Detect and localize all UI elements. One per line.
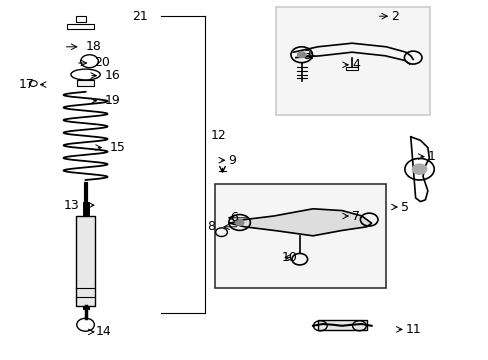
Text: 15: 15	[110, 141, 125, 154]
Text: 11: 11	[405, 323, 421, 336]
Text: 13: 13	[63, 199, 79, 212]
Text: 5: 5	[400, 201, 408, 213]
Text: 16: 16	[105, 69, 121, 82]
Text: 10: 10	[281, 251, 296, 264]
Text: 1: 1	[427, 150, 435, 163]
Text: 3: 3	[303, 49, 310, 62]
Text: 20: 20	[94, 56, 110, 69]
Text: 6: 6	[229, 211, 237, 224]
Circle shape	[296, 51, 306, 58]
Text: 19: 19	[105, 94, 121, 107]
Text: 17: 17	[19, 78, 34, 91]
Polygon shape	[229, 209, 371, 236]
Bar	[77, 80, 94, 86]
Circle shape	[411, 163, 427, 175]
Text: 4: 4	[351, 58, 359, 71]
Text: 2: 2	[390, 10, 398, 23]
Text: 21: 21	[132, 10, 147, 23]
Text: 14: 14	[95, 325, 111, 338]
Circle shape	[234, 219, 244, 226]
Bar	[67, 24, 94, 29]
Text: 12: 12	[210, 129, 225, 141]
Text: 18: 18	[85, 40, 101, 53]
Text: 8: 8	[207, 220, 215, 233]
Bar	[215, 184, 386, 288]
Bar	[76, 16, 85, 22]
Text: 7: 7	[351, 210, 359, 222]
Bar	[276, 7, 429, 115]
Bar	[346, 67, 357, 70]
Bar	[76, 216, 95, 306]
Text: 9: 9	[228, 154, 236, 167]
Bar	[317, 320, 366, 330]
